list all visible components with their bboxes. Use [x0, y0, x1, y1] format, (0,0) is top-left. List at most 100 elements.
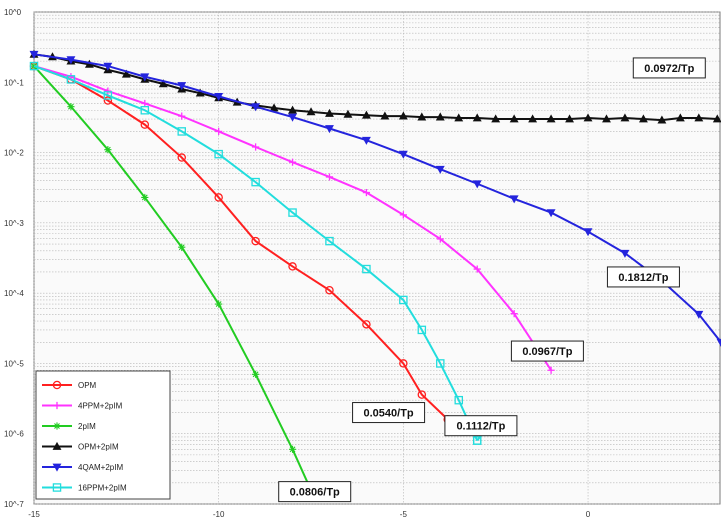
annotation: 0.1812/Tp — [606, 266, 680, 288]
data-point — [510, 310, 518, 318]
annotation-label: 0.0806/Tp — [290, 487, 340, 499]
data-point — [491, 114, 501, 123]
y-tick-label: 10^0 — [4, 8, 22, 17]
data-point — [620, 249, 630, 258]
x-tick-label: -5 — [400, 510, 408, 519]
data-point — [435, 112, 445, 121]
y-tick-label: 10^-2 — [4, 149, 24, 158]
annotations: 0.0972/Tp 0.1812/Tp 0.0967/Tp 0.0540/Tp 0.11… — [278, 57, 706, 503]
annotation: 0.0967/Tp — [510, 340, 584, 362]
data-point — [178, 112, 186, 120]
data-point — [103, 91, 113, 100]
y-tick-label: 10^-3 — [4, 219, 24, 228]
data-point — [325, 125, 334, 134]
y-tick-label: 10^-5 — [4, 359, 24, 368]
annotation-box — [352, 402, 426, 424]
data-point — [547, 366, 555, 374]
data-point — [362, 320, 371, 329]
data-point — [177, 82, 187, 91]
data-point — [675, 113, 685, 122]
data-point — [435, 165, 445, 174]
y-tick-label: 10^-4 — [4, 289, 24, 298]
data-point — [343, 109, 353, 118]
annotation-box — [632, 57, 706, 79]
data-point — [52, 441, 62, 450]
data-point — [214, 149, 223, 159]
legend-entry: 16PPM+2pIM — [42, 483, 127, 493]
data-point — [712, 114, 721, 123]
data-point — [436, 235, 444, 243]
legend-entry: 4QAM+2pIM — [42, 463, 123, 472]
series-group — [29, 49, 721, 503]
data-point — [104, 146, 112, 154]
legend-label: 4PPM+2pIM — [78, 402, 123, 411]
annotation-box — [444, 415, 518, 437]
data-point — [398, 111, 408, 120]
y-tick-label: 10^-6 — [4, 430, 24, 439]
data-point — [565, 114, 575, 123]
data-point — [620, 113, 630, 122]
legend-label: OPM+2pIM — [78, 443, 119, 452]
data-point — [528, 114, 538, 123]
annotation: 0.0972/Tp — [632, 57, 706, 79]
data-point — [509, 195, 519, 204]
data-point — [288, 113, 297, 122]
data-point — [288, 262, 297, 271]
y-tick-label: 10^-1 — [4, 78, 24, 87]
data-point — [417, 390, 427, 399]
data-point — [30, 62, 38, 70]
data-point — [361, 136, 371, 145]
data-point — [103, 62, 113, 71]
data-point — [454, 395, 464, 405]
series-line — [33, 65, 449, 421]
data-point — [362, 188, 371, 197]
data-point — [29, 61, 39, 71]
data-point — [53, 422, 61, 430]
data-point — [214, 93, 224, 102]
series-line — [33, 53, 718, 122]
data-point — [546, 114, 556, 123]
data-point — [325, 108, 334, 117]
data-point — [177, 153, 186, 162]
data-point — [399, 295, 408, 305]
data-point — [472, 113, 482, 122]
data-point — [104, 87, 112, 95]
data-point — [52, 380, 62, 390]
series-line — [33, 53, 721, 343]
annotation: 0.0540/Tp — [352, 402, 426, 424]
data-point — [362, 264, 371, 274]
legend-label: 16PPM+2pIM — [78, 484, 127, 493]
data-point — [583, 228, 593, 237]
data-point — [638, 114, 648, 123]
y-tick-label: 10^-7 — [4, 500, 24, 509]
data-point — [399, 211, 407, 219]
data-point — [215, 300, 223, 308]
data-point — [251, 103, 261, 112]
annotation-label: 0.0967/Tp — [522, 346, 572, 358]
data-point — [252, 143, 260, 151]
data-point — [141, 193, 149, 202]
legend-label: 4QAM+2pIM — [78, 463, 123, 472]
legend-entry: 2pIM — [42, 422, 96, 431]
data-point — [195, 88, 205, 97]
annotation: 0.0806/Tp — [278, 481, 352, 503]
annotation-label: 0.1112/Tp — [456, 421, 505, 433]
legend: OPM 4PPM+2pIM 2pIM OPM+2pIM 4QAM+2pIM 16PPM+2… — [35, 370, 171, 500]
legend-label: OPM — [78, 381, 97, 390]
data-point — [251, 236, 260, 246]
data-point — [473, 265, 481, 273]
data-point — [436, 359, 445, 368]
x-tick-label: -15 — [28, 510, 40, 519]
data-point — [546, 209, 556, 218]
data-point — [140, 106, 150, 115]
legend-entry: OPM+2pIM — [42, 441, 119, 452]
data-point — [454, 113, 464, 122]
data-point — [325, 285, 334, 295]
data-point — [288, 445, 297, 453]
series-4qam-2pim — [29, 50, 721, 347]
data-point — [215, 127, 223, 136]
data-point — [288, 208, 297, 217]
annotation-box — [278, 481, 352, 503]
data-point — [52, 483, 62, 492]
